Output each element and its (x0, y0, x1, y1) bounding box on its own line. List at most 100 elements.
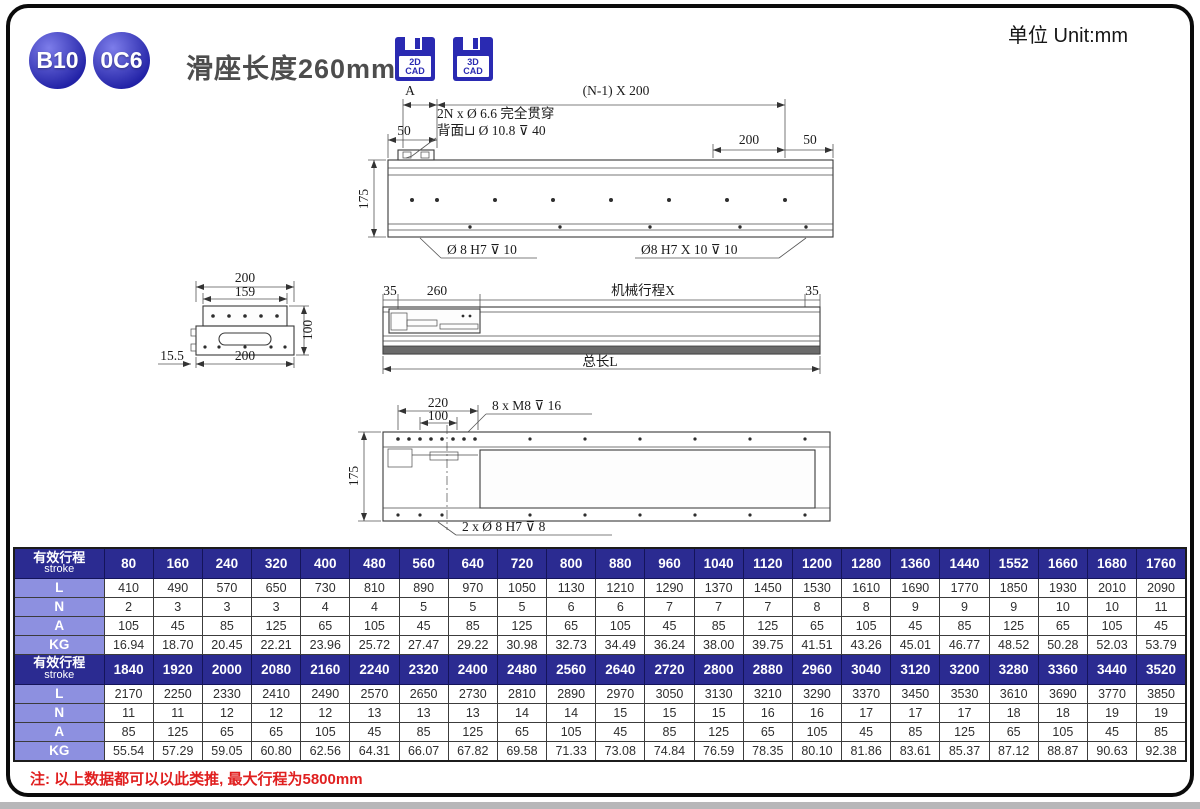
stroke-value-cell: 3200 (939, 653, 990, 685)
value-cell-n: 17 (890, 702, 941, 723)
value-cell-a: 85 (693, 615, 744, 636)
value-cell-a: 65 (742, 721, 793, 742)
value-cell-kg: 78.35 (742, 740, 793, 761)
dim-label-50-left: 50 (397, 123, 411, 138)
value-cell-kg: 92.38 (1136, 740, 1187, 761)
value-cell-kg: 18.70 (152, 634, 203, 655)
stroke-value-cell: 2400 (447, 653, 498, 685)
value-cell-kg: 32.73 (546, 634, 597, 655)
value-cell-kg: 52.03 (1086, 634, 1138, 655)
value-cell-l: 810 (349, 577, 400, 598)
value-cell-l: 650 (251, 577, 302, 598)
value-cell-a: 45 (398, 615, 449, 636)
value-cell-kg: 57.29 (152, 740, 203, 761)
value-cell-a: 125 (693, 721, 744, 742)
value-cell-n: 11 (103, 702, 154, 723)
value-cell-l: 2410 (251, 683, 302, 704)
value-cell-a: 45 (1086, 721, 1138, 742)
value-cell-l: 890 (398, 577, 449, 598)
value-cell-a: 45 (644, 615, 695, 636)
cad-3d-download-button[interactable]: 3D CAD (452, 36, 494, 82)
footnote: 注: 以上数据都可以以此类推, 最大行程为5800mm (30, 771, 363, 788)
value-cell-kg: 69.58 (496, 740, 548, 761)
value-cell-l: 2650 (398, 683, 449, 704)
value-cell-l: 2810 (496, 683, 548, 704)
svg-text:CAD: CAD (405, 66, 425, 76)
value-cell-n: 3 (251, 596, 302, 617)
dim-label-200-bottom: 200 (235, 348, 256, 363)
stroke-table-body: 有效行程 stroke 80 160 240 320 400 480 560 640 720 800 8… (13, 547, 1187, 761)
dim-label-220: 220 (428, 395, 449, 410)
stroke-value-cell: 2560 (546, 653, 597, 685)
value-cell-n: 14 (546, 702, 597, 723)
stroke-value-cell: 1360 (890, 547, 941, 579)
value-cell-a: 65 (251, 721, 302, 742)
value-cell-n: 14 (496, 702, 548, 723)
value-cell-kg: 25.72 (349, 634, 400, 655)
value-cell-l: 2090 (1136, 577, 1187, 598)
value-cell-l: 3050 (644, 683, 695, 704)
stroke-value-cell: 3360 (1037, 653, 1088, 685)
value-cell-a: 105 (791, 721, 843, 742)
value-cell-l: 1210 (595, 577, 646, 598)
value-cell-a: 45 (1136, 615, 1187, 636)
stroke-value-cell: 1920 (152, 653, 203, 685)
stroke-value-cell: 1440 (939, 547, 990, 579)
value-cell-n: 9 (890, 596, 941, 617)
value-cell-a: 105 (103, 615, 154, 636)
value-cell-n: 8 (791, 596, 843, 617)
value-cell-l: 970 (447, 577, 498, 598)
value-cell-kg: 46.77 (939, 634, 990, 655)
stroke-value-cell: 1760 (1136, 547, 1187, 579)
value-cell-a: 105 (841, 615, 892, 636)
stroke-value-cell: 2720 (644, 653, 695, 685)
dim-label-175: 175 (356, 189, 371, 210)
value-cell-kg: 71.33 (546, 740, 597, 761)
dim-label-pitch: (N-1) X 200 (583, 83, 650, 98)
value-cell-n: 9 (988, 596, 1039, 617)
dowel-note-left: Ø 8 H7 ⊽ 10 (447, 242, 517, 257)
value-cell-n: 4 (349, 596, 400, 617)
data-row-n: N 2 3 3 3 4 4 5 5 5 6 6 7 7 7 8 8 9 9 9 10 10 11 (13, 596, 1187, 617)
row-label-kg: KG (13, 740, 105, 761)
value-cell-a: 45 (841, 721, 892, 742)
value-cell-kg: 53.79 (1136, 634, 1187, 655)
value-cell-a: 65 (201, 721, 253, 742)
value-cell-l: 2490 (300, 683, 351, 704)
value-cell-n: 5 (496, 596, 548, 617)
value-cell-l: 2890 (546, 683, 597, 704)
floppy-3d-icon: 3D CAD (453, 37, 493, 81)
value-cell-kg: 34.49 (595, 634, 646, 655)
value-cell-l: 1690 (890, 577, 941, 598)
stroke-value-cell: 240 (201, 547, 253, 579)
stroke-value-cell: 2240 (349, 653, 400, 685)
value-cell-n: 16 (742, 702, 793, 723)
value-cell-n: 7 (742, 596, 793, 617)
stroke-value-cell: 2800 (693, 653, 744, 685)
stroke-table: 有效行程 stroke 80 160 240 320 400 480 560 640 720 800 8… (13, 547, 1187, 762)
stroke-value-cell: 3280 (988, 653, 1039, 685)
dim-label-100: 100 (300, 320, 315, 341)
cad-2d-download-button[interactable]: 2D CAD (394, 36, 436, 82)
value-cell-n: 13 (349, 702, 400, 723)
stroke-value-cell: 2880 (742, 653, 793, 685)
value-cell-n: 15 (595, 702, 646, 723)
value-cell-a: 65 (546, 615, 597, 636)
dim-label-15-5: 15.5 (160, 348, 184, 363)
value-cell-n: 5 (447, 596, 498, 617)
value-cell-a: 125 (251, 615, 302, 636)
stroke-value-cell: 3120 (890, 653, 941, 685)
value-cell-n: 11 (1136, 596, 1187, 617)
value-cell-kg: 59.05 (201, 740, 253, 761)
value-cell-a: 45 (595, 721, 646, 742)
value-cell-n: 10 (1086, 596, 1138, 617)
dim-label-175-top-view: 175 (346, 466, 361, 487)
stroke-value-cell: 880 (595, 547, 646, 579)
value-cell-n: 4 (300, 596, 351, 617)
value-cell-l: 1850 (988, 577, 1039, 598)
page-bottom-shadow (0, 802, 1200, 809)
value-cell-a: 85 (103, 721, 154, 742)
value-cell-n: 10 (1037, 596, 1088, 617)
dim-label-100-top-view: 100 (428, 408, 449, 423)
value-cell-kg: 45.01 (890, 634, 941, 655)
